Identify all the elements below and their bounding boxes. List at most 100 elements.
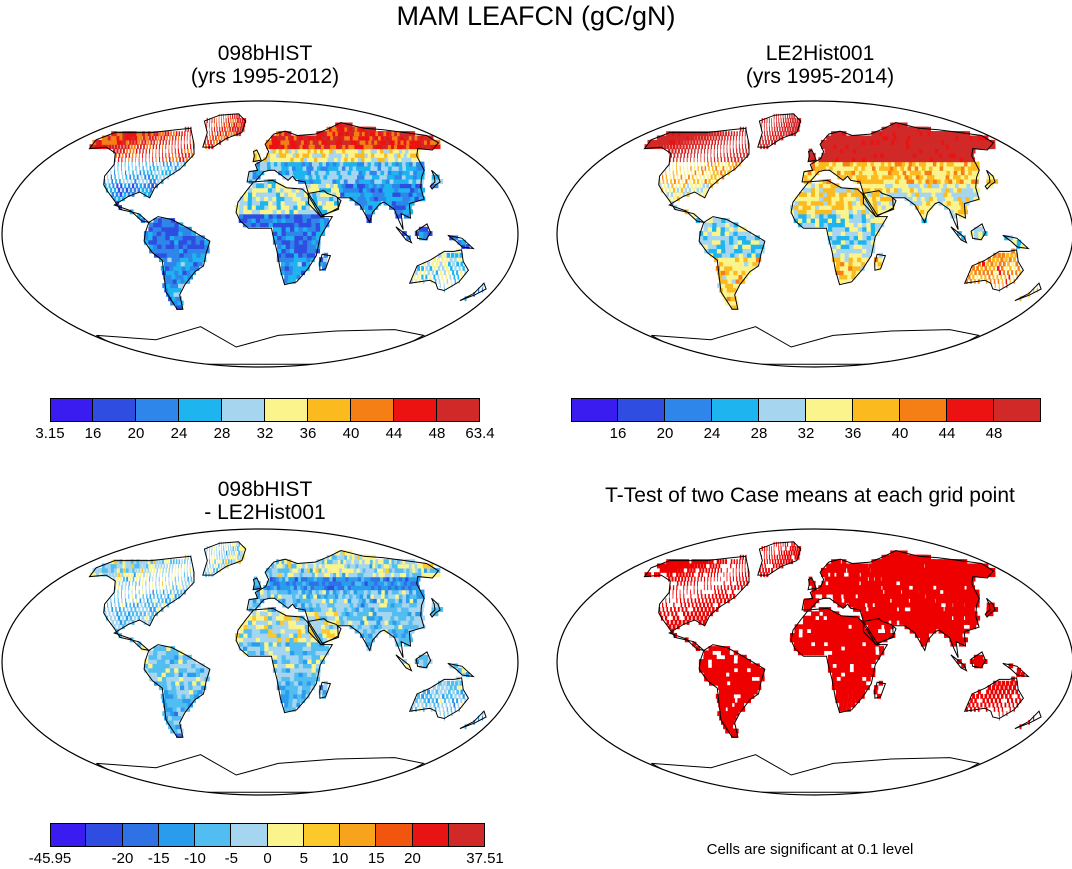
coastline-samerica [698,216,766,310]
colorbar-swatch [759,398,806,422]
colorbar-tick-label: 48 [985,425,1003,442]
colorbar-tick-label: -15 [147,850,170,867]
coastline-uk [252,577,262,591]
coastline-eurasia [246,121,440,230]
coastline-borneo [970,223,987,241]
colorbar-swatch [947,398,994,422]
colorbar-tick-label: 37.51 [466,850,504,867]
colorbar-swatch [351,398,394,422]
coastline-uk [807,577,817,591]
map-case1 [1,100,519,368]
colorbar-tick-label: 36 [299,425,317,442]
colorbar-tick-label: 20 [404,850,421,867]
coastline-greenland [202,113,247,148]
colorbar-swatch [93,398,136,422]
colorbar-tick-label: 5 [299,850,308,867]
coastline-namerica [643,555,750,652]
coastline-namerica [88,555,195,652]
colorbar-swatch [265,398,308,422]
coastline-greenland [202,541,247,576]
map-grid-cells [644,113,1039,310]
colorbar-swatch [900,398,947,422]
coastline-uk [252,149,262,163]
panel-title-case1: 098bHIST (yrs 1995-2012) [130,42,400,88]
panel-title-line1: LE2Hist001 [765,42,875,65]
colorbar-swatch [340,823,377,847]
colorbar-swatch [665,398,712,422]
colorbar-swatch [394,398,437,422]
colorbar-swatch [308,398,351,422]
coastline-australia [408,677,470,720]
coastline-madagascar [319,681,332,699]
coastline-japan [984,169,996,190]
panel-title-line1: 098bHIST [217,42,313,65]
colorbar-tick-label: -45.95 [28,850,72,867]
coastline-greenland [757,541,802,576]
coastline-newguinea [1002,234,1030,250]
colorbar-difference: -45.95 -20 -15 -10 -5 0 5 10 15 20 37.51 [29,823,504,868]
colorbar-swatch [267,823,304,847]
colorbar-swatch [712,398,759,422]
coastline-sumatra [950,226,968,244]
colorbar-swatch [222,398,265,422]
map-ttest [556,528,1072,796]
colorbar-tick-label: 44 [385,425,403,442]
colorbar-swatch [448,823,485,847]
panel-title-line2: (yrs 1995-2014) [745,65,895,88]
colorbar-tick-label: 44 [938,425,956,442]
coastline-newguinea [1002,662,1030,678]
colorbar-swatch [412,823,449,847]
coastline-nz [459,282,487,302]
coastline-africa [790,607,889,714]
colorbar-swatch [806,398,853,422]
coastline-sumatra [950,654,968,672]
map-frame [556,100,1072,368]
colorbar-swatch [994,398,1041,422]
colorbar-tick-label: 20 [656,425,674,442]
coastline-nz [459,710,487,730]
coastline-borneo [970,651,987,669]
coastline-sumatra [395,226,413,244]
colorbar-tick-label: 63.4 [465,425,495,442]
colorbar-tick-label: 16 [609,425,627,442]
colorbar-tick-label: 28 [750,425,768,442]
coastline-japan [429,169,441,190]
colorbar-tick-label: 40 [342,425,360,442]
coastline-eurasia [246,549,440,658]
colorbar-tick-label: 0 [263,850,272,867]
colorbar-tick-label: 32 [256,425,274,442]
coastline-arabia [307,618,342,646]
coastline-madagascar [874,681,887,699]
colorbar-swatch [50,823,87,847]
colorbar-tick-label: -20 [111,850,134,867]
coastlines [88,541,487,793]
map-frame [1,100,519,368]
coastline-eurasia [801,121,995,230]
colorbar-tick-label: 28 [213,425,231,442]
coastline-samerica [143,216,211,310]
coastline-antarctica [96,326,426,365]
coastline-australia [963,249,1025,292]
coastline-borneo [415,651,432,669]
panel-title-line1: 098bHIST [217,478,313,501]
colorbar-tick-label: 40 [891,425,909,442]
coastline-australia [963,677,1025,720]
coastline-nz [1014,710,1042,730]
coastline-japan [984,597,996,618]
colorbar-swatch [376,823,413,847]
map-frame [1,528,519,796]
coastline-namerica [643,127,750,224]
coastline-arabia [862,618,897,646]
coastline-samerica [698,644,766,738]
coastline-samerica [143,644,211,738]
coastline-sumatra [395,654,413,672]
colorbar-tick-label: 24 [703,425,721,442]
coastline-newguinea [447,234,475,250]
colorbar-tick-label: -5 [224,850,238,867]
colorbar-swatch [158,823,195,847]
significance-note: Cells are significant at 0.1 level [706,841,914,858]
coastline-madagascar [319,253,332,271]
map-case2 [556,100,1072,368]
panel-title-line2: - LE2Hist001 [204,501,326,524]
map-difference [1,528,519,796]
